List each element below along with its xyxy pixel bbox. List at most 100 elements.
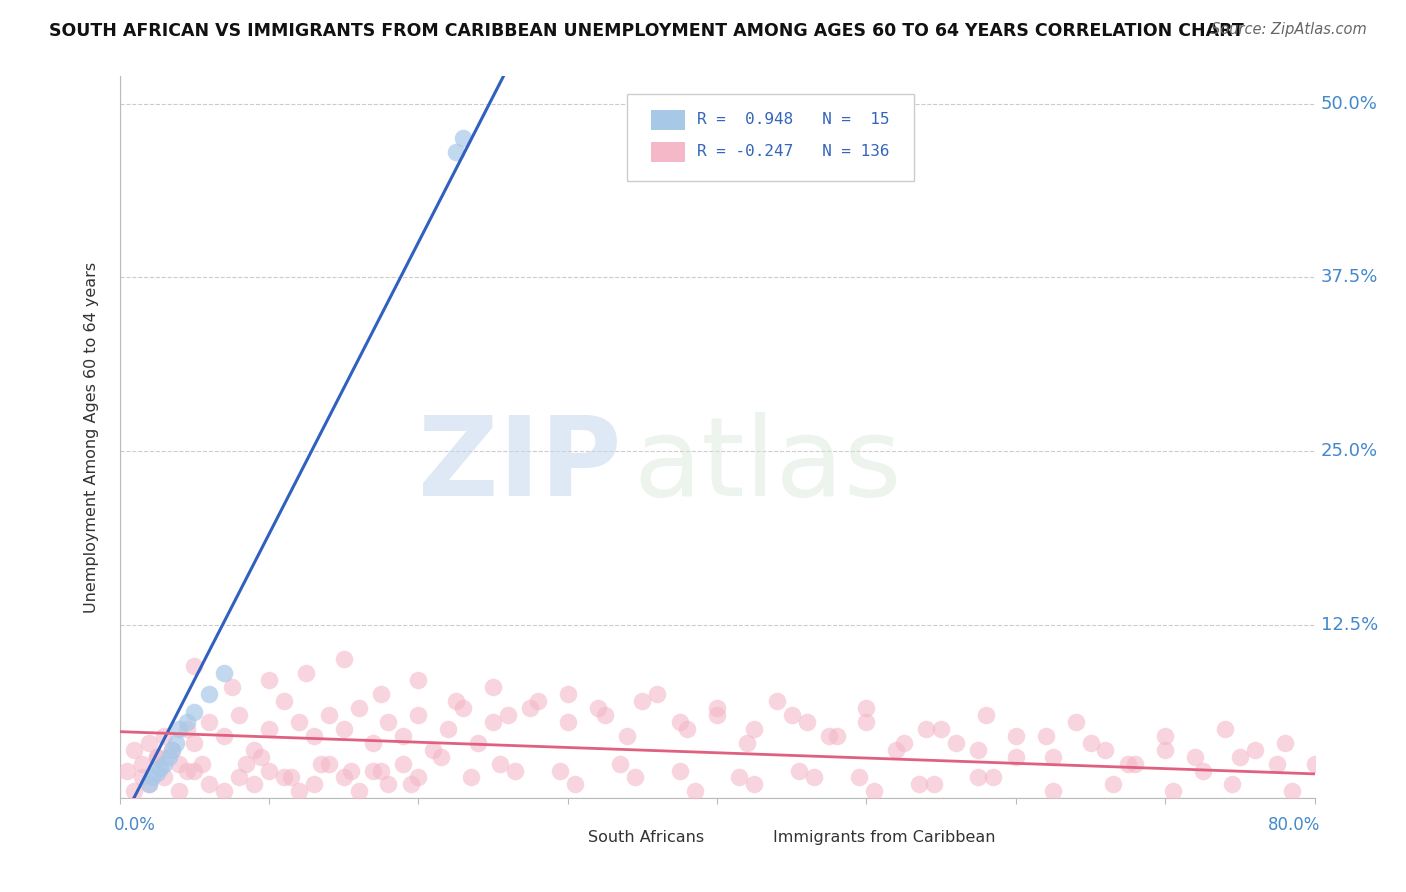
Point <box>273 694 295 708</box>
Point <box>160 742 183 756</box>
Point <box>392 729 415 743</box>
Point <box>1229 749 1251 764</box>
Text: SOUTH AFRICAN VS IMMIGRANTS FROM CARIBBEAN UNEMPLOYMENT AMONG AGES 60 TO 64 YEAR: SOUTH AFRICAN VS IMMIGRANTS FROM CARIBBE… <box>49 22 1244 40</box>
Text: R =  0.948   N =  15: R = 0.948 N = 15 <box>697 112 889 128</box>
Point <box>983 771 1005 785</box>
Point <box>138 777 160 791</box>
Point <box>176 722 198 736</box>
Point <box>922 777 945 791</box>
Point <box>165 736 187 750</box>
Point <box>1213 722 1236 736</box>
Point <box>1102 777 1125 791</box>
Text: 0.0%: 0.0% <box>114 816 156 834</box>
Point <box>437 722 460 736</box>
Point <box>1154 742 1177 756</box>
Point <box>967 771 990 785</box>
Text: 37.5%: 37.5% <box>1320 268 1378 286</box>
Point <box>863 784 886 798</box>
Text: Source: ZipAtlas.com: Source: ZipAtlas.com <box>1211 22 1367 37</box>
Point <box>803 771 825 785</box>
Point <box>519 701 541 715</box>
Bar <box>651 142 685 161</box>
Point <box>1161 784 1184 798</box>
Point <box>198 777 221 791</box>
Point <box>444 145 467 160</box>
Point <box>198 714 221 729</box>
Point <box>377 714 399 729</box>
Point <box>146 766 169 780</box>
Point <box>288 714 311 729</box>
Point <box>370 764 392 778</box>
Point <box>288 784 311 798</box>
Text: 12.5%: 12.5% <box>1320 615 1378 633</box>
Point <box>370 687 392 701</box>
Point <box>257 722 280 736</box>
Point <box>444 694 467 708</box>
Point <box>153 729 176 743</box>
Point <box>332 771 354 785</box>
Point <box>141 771 163 785</box>
Point <box>429 749 451 764</box>
Point <box>482 714 505 729</box>
Point <box>124 784 146 798</box>
Point <box>945 736 967 750</box>
Point <box>212 729 235 743</box>
Point <box>1064 714 1087 729</box>
Point <box>929 722 952 736</box>
Point <box>176 714 198 729</box>
Point <box>907 777 929 791</box>
Point <box>138 736 160 750</box>
Point <box>153 771 176 785</box>
Point <box>974 708 997 723</box>
Point <box>1042 749 1064 764</box>
Point <box>744 722 766 736</box>
Point <box>668 714 690 729</box>
Point <box>183 705 205 719</box>
Point <box>221 680 243 694</box>
Point <box>1191 764 1213 778</box>
Point <box>198 687 221 701</box>
Point <box>408 708 430 723</box>
Point <box>1005 749 1028 764</box>
Point <box>1035 729 1057 743</box>
Point <box>149 761 172 775</box>
Point <box>451 701 474 715</box>
Point <box>676 722 699 736</box>
Point <box>855 714 877 729</box>
Point <box>190 756 212 771</box>
Point <box>624 771 647 785</box>
Point <box>183 764 205 778</box>
Point <box>363 764 385 778</box>
Point <box>157 749 180 764</box>
Bar <box>651 110 685 130</box>
Point <box>647 687 669 701</box>
Text: South Africans: South Africans <box>588 830 704 845</box>
Point <box>115 764 138 778</box>
Point <box>548 764 571 778</box>
Point <box>228 708 250 723</box>
Point <box>467 736 489 750</box>
Point <box>228 771 250 785</box>
Point <box>668 764 690 778</box>
Point <box>848 771 870 785</box>
Point <box>295 666 318 681</box>
Point <box>1125 756 1147 771</box>
Point <box>257 673 280 688</box>
Point <box>169 756 191 771</box>
Point <box>146 749 169 764</box>
Point <box>318 756 340 771</box>
Point <box>212 666 235 681</box>
Point <box>1094 742 1116 756</box>
Point <box>146 749 169 764</box>
Point <box>169 722 191 736</box>
Point <box>280 771 302 785</box>
Point <box>212 784 235 798</box>
Point <box>460 771 482 785</box>
Point <box>169 784 191 798</box>
Point <box>1274 736 1296 750</box>
Point <box>796 714 818 729</box>
Point <box>886 742 908 756</box>
Point <box>318 708 340 723</box>
Y-axis label: Unemployment Among Ages 60 to 64 years: Unemployment Among Ages 60 to 64 years <box>84 261 98 613</box>
Point <box>616 729 638 743</box>
